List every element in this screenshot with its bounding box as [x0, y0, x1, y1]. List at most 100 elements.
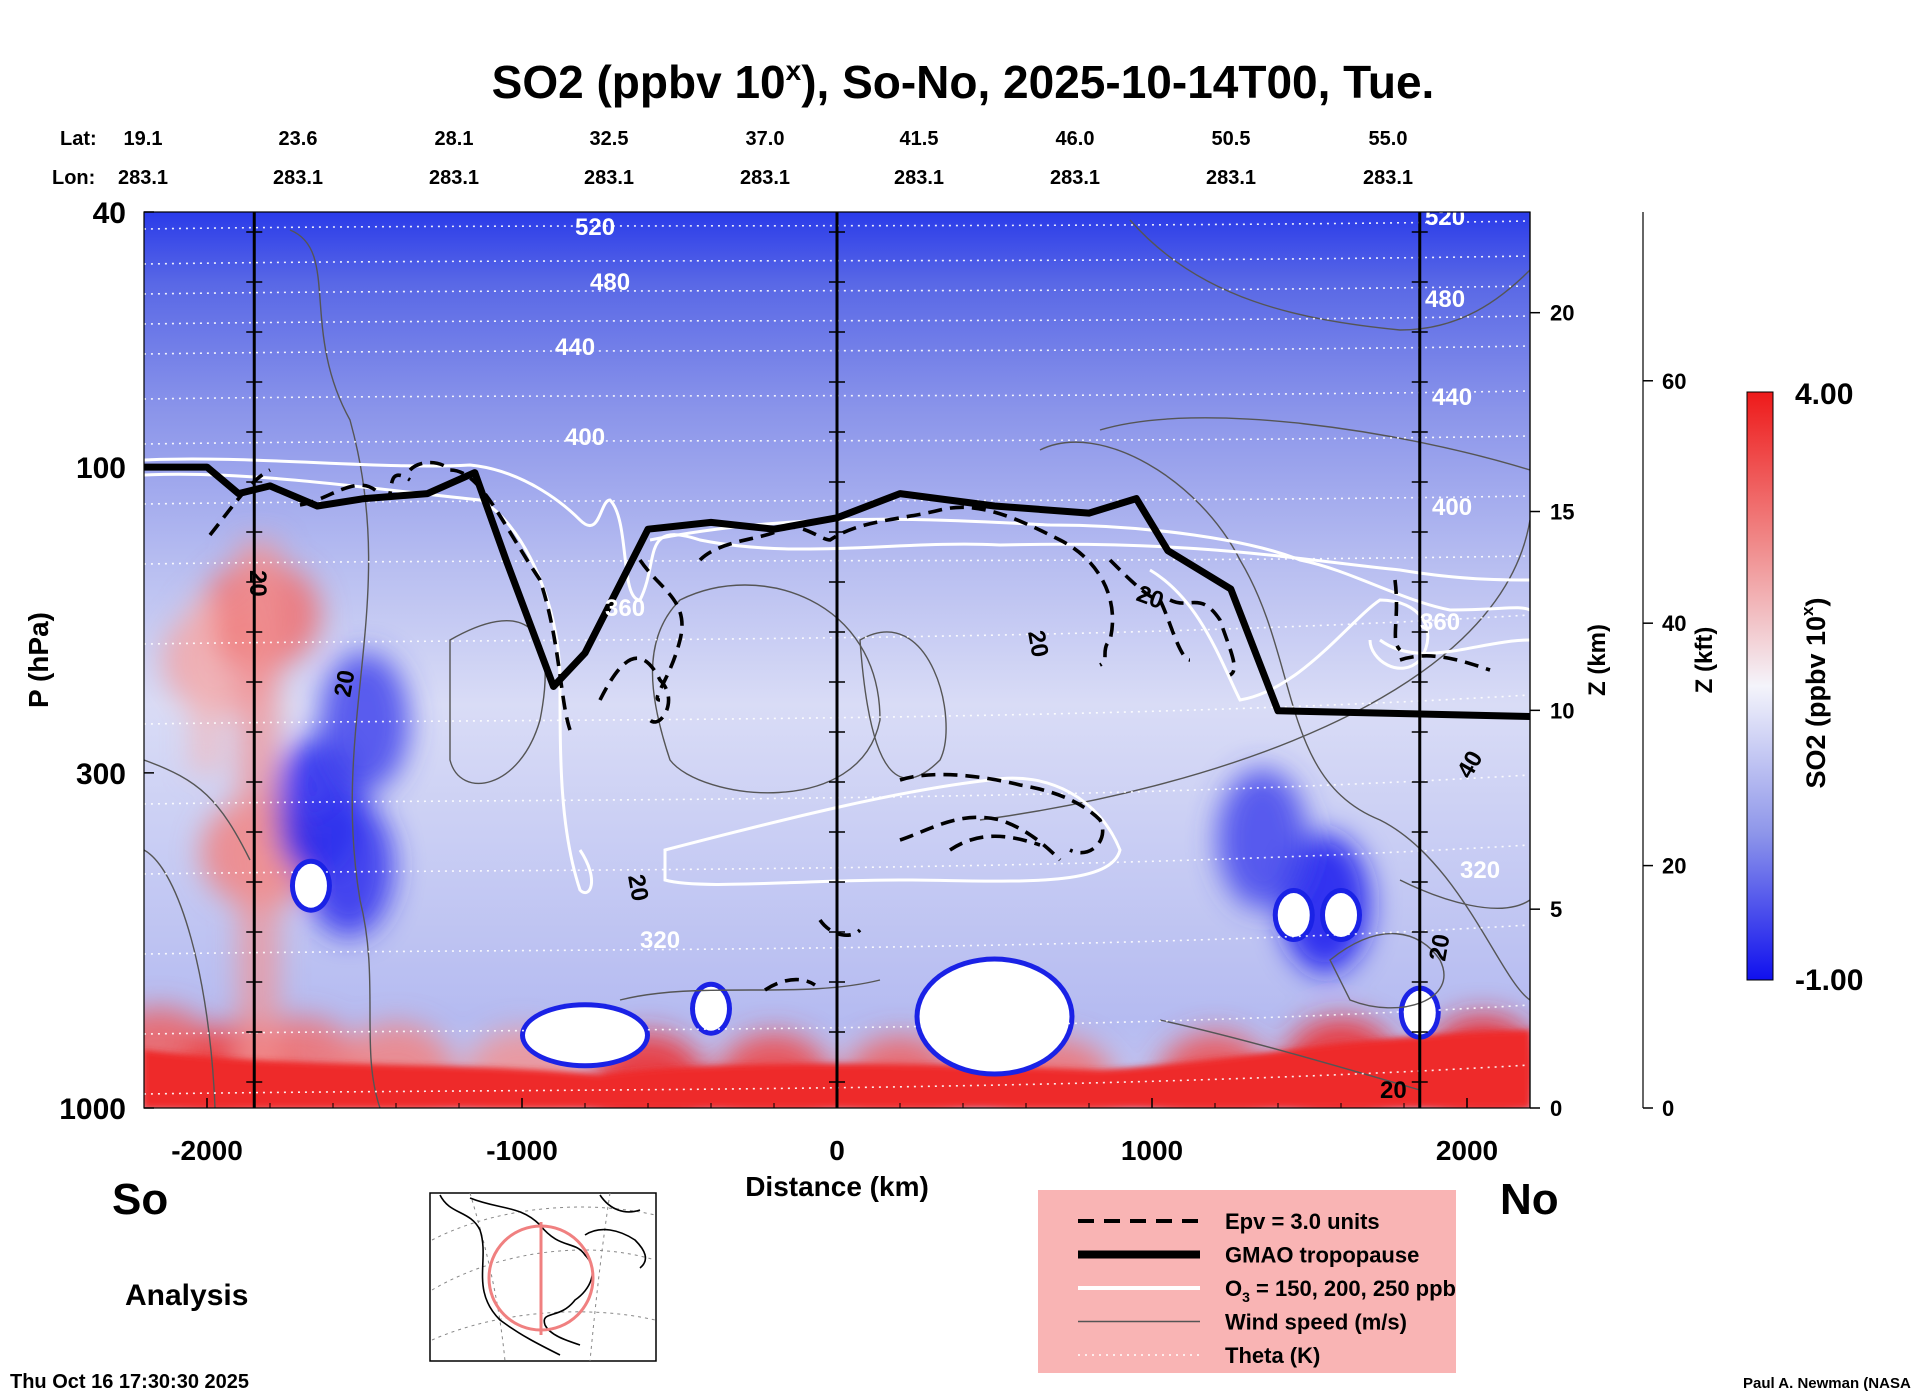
svg-text:20: 20 — [622, 872, 653, 903]
lon-value: 283.1 — [894, 167, 944, 189]
inset-map — [429, 1192, 657, 1362]
colorbar-max-label: 4.00 — [1795, 378, 1853, 411]
svg-text:520: 520 — [1425, 204, 1465, 231]
plot-area: 520 480 440 400 360 320 520 480 440 400 … — [144, 204, 1530, 1108]
x-tick-label: -1000 — [486, 1135, 558, 1166]
lat-value: 23.6 — [279, 128, 318, 150]
svg-text:360: 360 — [605, 595, 645, 622]
missing-data-patch — [695, 986, 727, 1031]
epv-contours — [208, 460, 1491, 992]
so2-blob — [1217, 768, 1308, 909]
x-tick-label: 1000 — [1121, 1135, 1183, 1166]
svg-text:400: 400 — [565, 424, 605, 451]
analysis-label: Analysis — [125, 1279, 248, 1312]
x-axis-label: Distance (km) — [745, 1171, 929, 1202]
legend-label: Wind speed (m/s) — [1225, 1310, 1407, 1335]
y-tick-label: 1000 — [59, 1093, 126, 1126]
lon-value: 283.1 — [1050, 167, 1100, 189]
z-km-tick-label: 10 — [1550, 698, 1574, 723]
y-axis-label: P (hPa) — [23, 612, 54, 708]
x-tick-label: 2000 — [1436, 1135, 1498, 1166]
inset-map-frame — [429, 1192, 657, 1362]
legend-label-part: O — [1225, 1276, 1242, 1301]
x-axis: -2000 -1000 0 1000 2000 — [143, 1098, 1531, 1166]
lat-label: Lat: — [60, 128, 97, 150]
lon-value: 283.1 — [1206, 167, 1256, 189]
z-kft-axis-label: Z (kft) — [1691, 627, 1718, 694]
z-kft-tick-label: 40 — [1662, 611, 1686, 636]
chart-title: SO2 (ppbv 10x), So-No, 2025-10-14T00, Tu… — [492, 55, 1435, 108]
svg-text:20: 20 — [1380, 1077, 1407, 1104]
z-km-tick-label: 5 — [1550, 897, 1562, 922]
so2-column — [191, 597, 222, 773]
legend: Epv = 3.0 units GMAO tropopause O3 = 150, … — [1038, 1190, 1456, 1373]
svg-text:320: 320 — [640, 927, 680, 954]
credit: Paul A. Newman (NASA — [1743, 1375, 1911, 1392]
timestamp: Thu Oct 16 17:30:30 2025 — [10, 1371, 249, 1393]
lat-value: 37.0 — [746, 128, 785, 150]
svg-text:320: 320 — [1460, 857, 1500, 884]
gmao-tropopause-line — [144, 463, 1530, 720]
so2-blob — [319, 652, 410, 793]
x-tick-label: -2000 — [171, 1135, 243, 1166]
north-end-label: No — [1500, 1175, 1559, 1224]
missing-data-patch — [1277, 893, 1310, 938]
z-km-tick-label: 0 — [1550, 1096, 1562, 1121]
svg-text:520: 520 — [575, 214, 615, 241]
y-tick-label: 100 — [76, 452, 126, 485]
svg-text:20: 20 — [244, 570, 271, 597]
lon-label: Lon: — [52, 167, 95, 189]
lon-value: 283.1 — [273, 167, 323, 189]
legend-label: O3 = 150, 200, 250 ppb — [1225, 1276, 1456, 1305]
z-kft-axis: 0 20 40 60 — [1643, 369, 1686, 1121]
lat-value: 28.1 — [435, 128, 474, 150]
svg-text:440: 440 — [1432, 384, 1472, 411]
svg-text:400: 400 — [1432, 494, 1472, 521]
svg-text:480: 480 — [590, 269, 630, 296]
svg-text:20: 20 — [1424, 932, 1455, 963]
z-km-tick-label: 15 — [1550, 500, 1574, 525]
lat-value: 46.0 — [1056, 128, 1095, 150]
y-tick-label: 300 — [76, 758, 126, 791]
svg-text:440: 440 — [555, 334, 595, 361]
missing-data-patch — [525, 1007, 645, 1064]
station-lines — [246, 212, 1428, 1108]
lon-value: 283.1 — [740, 167, 790, 189]
colorbar — [1746, 391, 1774, 981]
theta-labels: 520 480 440 400 360 320 520 480 440 400 … — [555, 204, 1500, 954]
lon-value: 283.1 — [584, 167, 634, 189]
missing-data-patch — [1325, 893, 1357, 938]
x-tick-label: 0 — [829, 1135, 845, 1166]
lon-value: 283.1 — [429, 167, 479, 189]
south-end-label: So — [112, 1175, 168, 1224]
svg-text:20: 20 — [1022, 628, 1053, 659]
z-kft-tick-label: 20 — [1662, 854, 1686, 879]
z-kft-tick-label: 60 — [1662, 369, 1686, 394]
lat-value: 50.5 — [1212, 128, 1251, 150]
lat-value: 55.0 — [1369, 128, 1408, 150]
missing-data-patch — [294, 863, 327, 908]
ozone-contours — [144, 457, 1530, 894]
legend-label-sub: 3 — [1242, 1289, 1250, 1305]
y-axis: 40 100 300 1000 — [59, 197, 154, 1126]
lat-value: 19.1 — [124, 128, 163, 150]
legend-label: Theta (K) — [1225, 1343, 1320, 1368]
svg-text:360: 360 — [1420, 609, 1460, 636]
legend-label: GMAO tropopause — [1225, 1243, 1419, 1268]
lat-value: 32.5 — [590, 128, 629, 150]
missing-data-patch — [919, 961, 1070, 1072]
svg-text:480: 480 — [1425, 286, 1465, 313]
z-km-tick-label: 20 — [1550, 301, 1574, 326]
lat-value: 41.5 — [900, 128, 939, 150]
colorbar-label: SO2 (ppbv 10x) — [1798, 597, 1831, 788]
legend-label-part: = 150, 200, 250 ppb — [1250, 1276, 1456, 1301]
z-kft-tick-label: 0 — [1662, 1096, 1674, 1121]
colorbar-min-label: -1.00 — [1795, 964, 1863, 997]
so2-column — [238, 540, 279, 1108]
svg-text:20: 20 — [329, 668, 360, 699]
y-tick-label: 40 — [93, 197, 126, 230]
lat-lon-header: 19.1 23.6 28.1 32.5 37.0 41.5 46.0 50.5 55.0 283.… — [118, 128, 1413, 189]
lon-value: 283.1 — [118, 167, 168, 189]
missing-data-patches — [289, 858, 1441, 1077]
